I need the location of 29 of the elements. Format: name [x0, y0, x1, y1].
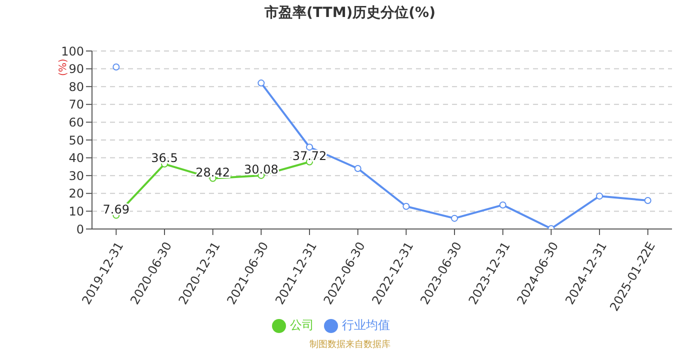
- y-tick-label: 40: [68, 151, 84, 166]
- point: [258, 80, 265, 87]
- data-label: 28.42: [196, 165, 230, 180]
- y-tick-label: 70: [68, 98, 84, 112]
- text: 制图数据来自数据库: [308, 338, 392, 350]
- point: [306, 144, 313, 151]
- point: [499, 201, 506, 208]
- y-tick-label: 10: [68, 204, 84, 218]
- point: [596, 192, 603, 200]
- chart-title: 市盈率(TTM)历史分位(%): [264, 4, 436, 22]
- point: [354, 164, 362, 172]
- data-label: 30.08: [244, 162, 278, 176]
- data-label: 36.5: [151, 151, 178, 166]
- y-tick-label: 50: [68, 133, 84, 148]
- y-axis-title: (%): [58, 58, 69, 76]
- data-label: 37.72: [292, 148, 327, 163]
- y-tick-label: 30: [68, 168, 84, 183]
- y-tick-label: 100: [61, 44, 84, 58]
- y-tick-label: 20: [68, 186, 84, 201]
- legend-label: 行业均值: [342, 318, 390, 332]
- point: [451, 214, 458, 222]
- y-tick-label: 90: [68, 62, 84, 76]
- legend-label: 公司: [290, 318, 314, 332]
- y-tick-label: 60: [68, 115, 84, 130]
- y-tick-label: 80: [68, 80, 84, 94]
- point: [112, 64, 120, 71]
- point: [644, 197, 652, 204]
- point: [402, 202, 410, 210]
- y-tick-label: 0: [76, 222, 84, 236]
